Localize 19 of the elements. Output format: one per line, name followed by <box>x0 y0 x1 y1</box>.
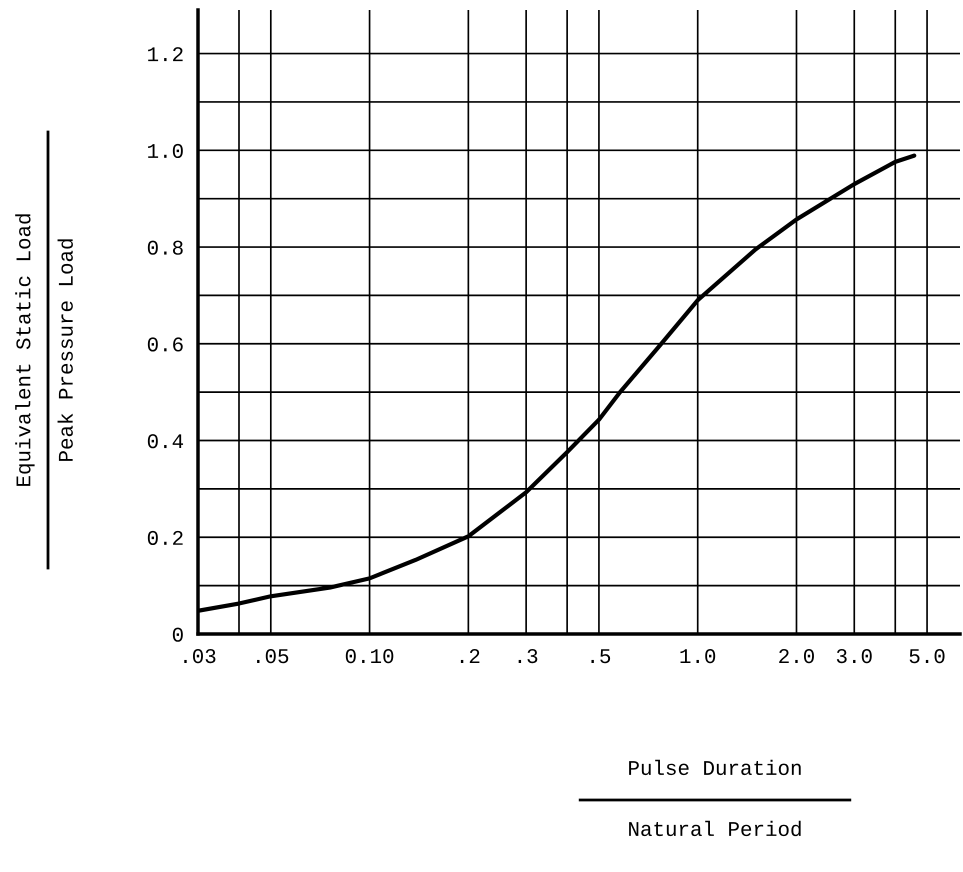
x-tick-label: .03 <box>184 649 216 664</box>
y-tick-label: 1.0 <box>148 144 183 158</box>
x-tick-label: 1.0 <box>680 649 716 664</box>
y-tick-label: 1.2 <box>148 47 183 62</box>
x-tick-label: 2.0 <box>779 649 814 664</box>
y-tick-label: 0.2 <box>148 530 183 546</box>
text: Pulse Duration Natural Period <box>629 760 801 836</box>
y-tick-label: 0.4 <box>148 434 184 448</box>
x-tick-label: .05 <box>257 649 288 664</box>
y-axis-title: Equivalent Static Load Peak Pressure Load <box>15 214 73 486</box>
x-tick-label: .2 <box>460 649 480 663</box>
x-tick-label: .3 <box>518 649 538 664</box>
y-tick-label: 0 <box>172 628 183 642</box>
y-tick-label: 0.6 <box>148 337 183 352</box>
x-tick-label: 5.0 <box>910 649 945 664</box>
x-tick-label: .5 <box>591 649 610 664</box>
y-tick-label: 0.8 <box>148 240 183 255</box>
x-tick-label: 0.10 <box>346 649 394 664</box>
x-tick-label: 3.0 <box>836 649 872 664</box>
